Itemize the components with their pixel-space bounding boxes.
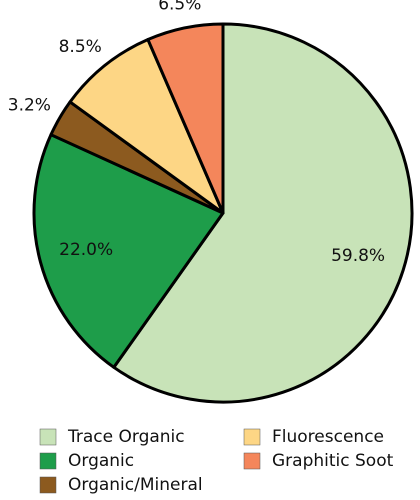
pie-slice xyxy=(68,38,225,215)
legend-label: Trace Organic xyxy=(67,427,185,447)
pie-slice xyxy=(112,22,414,404)
value-label: 22.0% xyxy=(59,240,113,260)
legend-swatch xyxy=(243,428,261,446)
legend-label: Organic/Mineral xyxy=(68,475,203,495)
legend-swatch xyxy=(39,428,57,446)
value-label: 6.5% xyxy=(158,0,201,14)
legend-swatch xyxy=(39,476,57,494)
legend-label: Organic xyxy=(68,451,134,471)
legend-swatch xyxy=(243,452,261,470)
pie-slice xyxy=(146,22,225,215)
legend-label: Graphitic Soot xyxy=(272,451,394,471)
legend-swatch xyxy=(39,452,57,470)
legend-label: Fluorescence xyxy=(272,427,384,447)
value-label: 8.5% xyxy=(59,37,102,57)
value-label: 3.2% xyxy=(8,96,51,116)
value-label: 59.8% xyxy=(331,246,385,266)
